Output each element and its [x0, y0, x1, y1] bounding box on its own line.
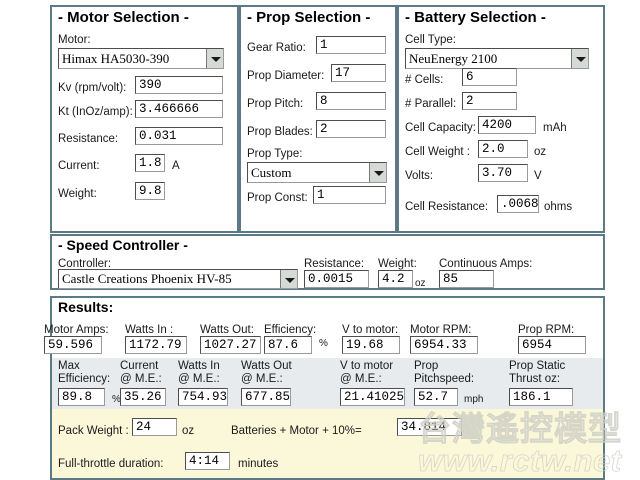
svg-text:台灣遙控模型: 台灣遙控模型 — [418, 410, 622, 447]
svg-text:www.rctw.net: www.rctw.net — [418, 443, 623, 478]
